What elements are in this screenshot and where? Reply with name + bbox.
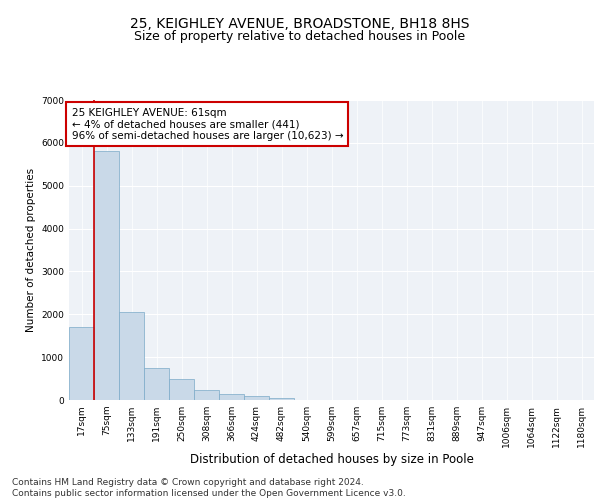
Text: 25 KEIGHLEY AVENUE: 61sqm
← 4% of detached houses are smaller (441)
96% of semi-: 25 KEIGHLEY AVENUE: 61sqm ← 4% of detach…: [71, 108, 343, 140]
Bar: [144, 368, 169, 400]
Bar: [94, 152, 119, 400]
Text: Size of property relative to detached houses in Poole: Size of property relative to detached ho…: [134, 30, 466, 43]
Bar: [194, 390, 219, 400]
Y-axis label: Number of detached properties: Number of detached properties: [26, 168, 35, 332]
Bar: [219, 394, 244, 400]
Bar: [269, 398, 294, 400]
Bar: [69, 327, 94, 400]
Bar: [169, 378, 194, 400]
X-axis label: Distribution of detached houses by size in Poole: Distribution of detached houses by size …: [190, 452, 473, 466]
Text: 25, KEIGHLEY AVENUE, BROADSTONE, BH18 8HS: 25, KEIGHLEY AVENUE, BROADSTONE, BH18 8H…: [130, 18, 470, 32]
Text: Contains HM Land Registry data © Crown copyright and database right 2024.
Contai: Contains HM Land Registry data © Crown c…: [12, 478, 406, 498]
Bar: [244, 396, 269, 400]
Bar: [119, 312, 144, 400]
